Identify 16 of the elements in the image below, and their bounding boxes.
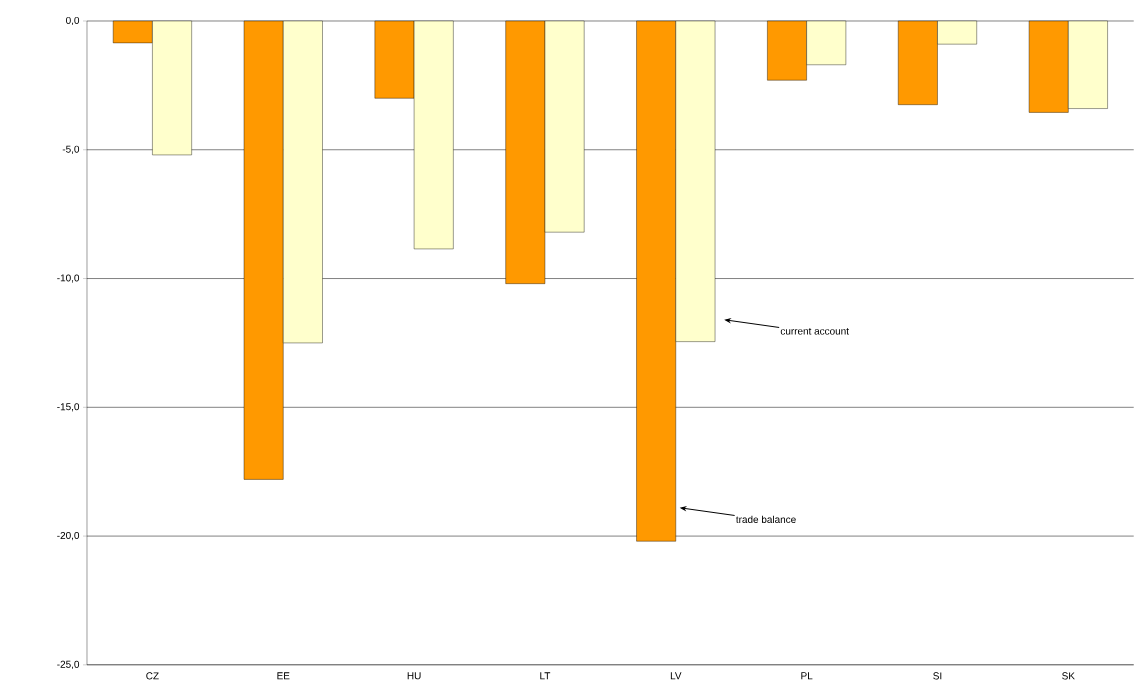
y-tick-label: -20,0 (57, 532, 80, 541)
y-tick-label: 0,0 (66, 16, 80, 26)
x-tick-label: CZ (146, 672, 159, 680)
annotation: current account (780, 328, 849, 335)
x-tick-label: PL (801, 672, 813, 680)
y-tick-label: -15,0 (57, 403, 80, 412)
x-tick-label: SK (1062, 672, 1075, 680)
x-tick-label: LV (670, 672, 682, 680)
x-tick-label: EE (277, 672, 290, 680)
y-tick-label: -5,0 (62, 145, 80, 154)
x-tick-label: HU (407, 672, 421, 680)
annotation: trade balance (736, 515, 796, 524)
x-tick-label: SI (933, 672, 942, 680)
y-tick-label: -10,0 (57, 274, 80, 283)
y-tick-label: -25,0 (57, 660, 80, 670)
x-tick-label: LT (540, 672, 551, 680)
